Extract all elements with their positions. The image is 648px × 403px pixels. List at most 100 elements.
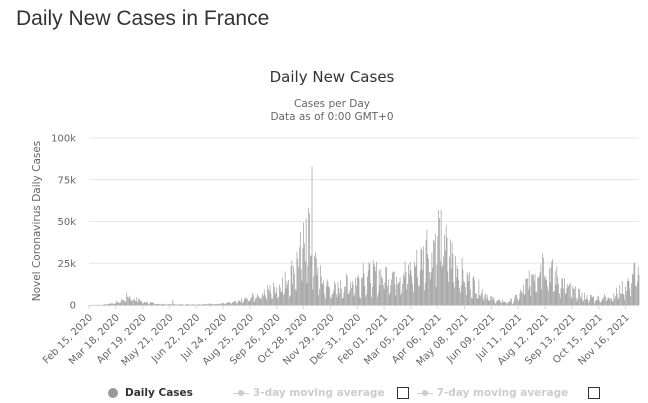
daily-cases-bar xyxy=(430,272,432,305)
daily-cases-bar xyxy=(268,291,270,305)
daily-cases-bar xyxy=(160,304,162,305)
daily-cases-bar xyxy=(107,304,109,305)
daily-cases-bar xyxy=(233,301,235,305)
legend-daily-cases[interactable]: Daily Cases xyxy=(108,387,193,399)
daily-cases-bar xyxy=(594,302,595,305)
daily-cases-bar xyxy=(361,278,363,305)
daily-cases-bar xyxy=(224,304,226,305)
daily-cases-bar xyxy=(447,271,449,305)
daily-cases-bar xyxy=(614,298,616,305)
daily-cases-bar xyxy=(512,303,514,305)
daily-cases-bar xyxy=(637,266,639,305)
daily-cases-bar xyxy=(626,291,627,305)
daily-cases-bar xyxy=(153,302,154,305)
legend-3day-ma-marker xyxy=(232,388,249,398)
daily-cases-bar xyxy=(620,293,621,305)
daily-cases-bar xyxy=(133,299,134,305)
daily-cases-bar xyxy=(434,241,435,305)
daily-cases-bar xyxy=(325,286,327,305)
daily-cases-bar xyxy=(559,293,560,305)
daily-cases-bar xyxy=(223,303,225,305)
daily-cases-bar xyxy=(154,304,155,305)
daily-cases-bar xyxy=(154,304,156,305)
daily-cases-bar xyxy=(214,304,216,305)
daily-cases-bar xyxy=(461,257,463,305)
daily-cases-bar xyxy=(572,286,574,305)
daily-cases-bar xyxy=(143,303,144,305)
legend-7day-ma[interactable]: 7-day moving average xyxy=(416,387,568,399)
daily-cases-bar xyxy=(394,284,396,305)
daily-cases-bar xyxy=(439,218,440,305)
daily-cases-bar xyxy=(548,290,549,305)
daily-cases-bar xyxy=(575,297,577,305)
daily-cases-bar xyxy=(381,276,382,305)
daily-cases-bar xyxy=(507,303,508,305)
daily-cases-bar xyxy=(333,289,335,305)
daily-cases-bar xyxy=(312,289,314,305)
daily-cases-bar xyxy=(623,294,625,305)
daily-cases-bar xyxy=(392,272,393,305)
y-gridlines xyxy=(89,137,639,264)
daily-cases-bar xyxy=(290,265,292,305)
daily-cases-bar xyxy=(601,299,603,305)
daily-cases-bar xyxy=(581,292,583,305)
daily-cases-bar xyxy=(159,304,160,305)
daily-cases-bar xyxy=(455,277,457,305)
daily-cases-bar xyxy=(560,288,562,305)
daily-cases-bar xyxy=(587,299,589,305)
daily-cases-bar xyxy=(295,290,297,305)
daily-cases-bar xyxy=(209,303,211,305)
daily-cases-bar xyxy=(494,301,496,305)
daily-cases-bar xyxy=(342,298,344,305)
daily-cases-bar xyxy=(354,293,356,305)
daily-cases-bar xyxy=(393,271,395,305)
daily-cases-bar xyxy=(120,301,122,305)
daily-cases-bar xyxy=(631,273,633,305)
daily-cases-bar xyxy=(128,295,130,305)
daily-cases-bar xyxy=(511,298,512,305)
daily-cases-bar xyxy=(421,249,423,305)
daily-cases-bar xyxy=(583,300,584,305)
daily-cases-bar xyxy=(491,295,492,305)
daily-cases-bar xyxy=(247,300,249,305)
daily-cases-bar xyxy=(616,293,618,305)
daily-cases-bar xyxy=(415,265,417,305)
y-tick-label: 0 xyxy=(70,301,76,312)
daily-cases-bar xyxy=(275,292,277,305)
daily-cases-bar xyxy=(630,295,631,305)
daily-cases-bar xyxy=(384,282,386,305)
daily-cases-bar xyxy=(565,293,567,305)
daily-cases-bar xyxy=(539,272,541,305)
daily-cases-bar xyxy=(315,252,316,305)
daily-cases-bar xyxy=(363,273,365,305)
daily-cases-bar xyxy=(545,276,547,305)
chart-title: Daily New Cases xyxy=(270,68,395,86)
legend-daily-cases-label: Daily Cases xyxy=(125,387,193,399)
daily-cases-bar xyxy=(322,284,324,305)
daily-cases-bar xyxy=(331,294,333,305)
daily-cases-bar xyxy=(469,272,470,305)
daily-cases-bar xyxy=(373,264,375,305)
daily-cases-bar xyxy=(398,282,400,305)
daily-cases-bar xyxy=(403,273,404,305)
daily-cases-bar xyxy=(402,283,403,305)
daily-cases-bar xyxy=(340,280,341,305)
daily-cases-bar xyxy=(235,300,237,305)
daily-cases-bar xyxy=(368,262,370,305)
legend-7day-ma-checkbox[interactable] xyxy=(588,387,601,399)
daily-cases-bar xyxy=(573,288,574,305)
daily-cases-bar xyxy=(411,276,413,305)
daily-cases-bar xyxy=(249,300,251,305)
daily-cases-bar xyxy=(605,296,606,305)
daily-cases-bar xyxy=(397,284,398,305)
daily-cases-bar xyxy=(357,274,359,305)
legend-3day-ma[interactable]: 3-day moving average xyxy=(232,387,385,399)
daily-cases-bar xyxy=(532,274,533,305)
daily-cases-bar xyxy=(109,303,111,305)
daily-cases-bar xyxy=(227,302,229,305)
daily-cases-bar xyxy=(504,301,506,305)
legend-3day-ma-checkbox[interactable] xyxy=(396,387,409,399)
daily-cases-bar xyxy=(332,293,334,305)
daily-cases-bar xyxy=(206,304,208,305)
daily-cases-bar xyxy=(337,281,339,305)
